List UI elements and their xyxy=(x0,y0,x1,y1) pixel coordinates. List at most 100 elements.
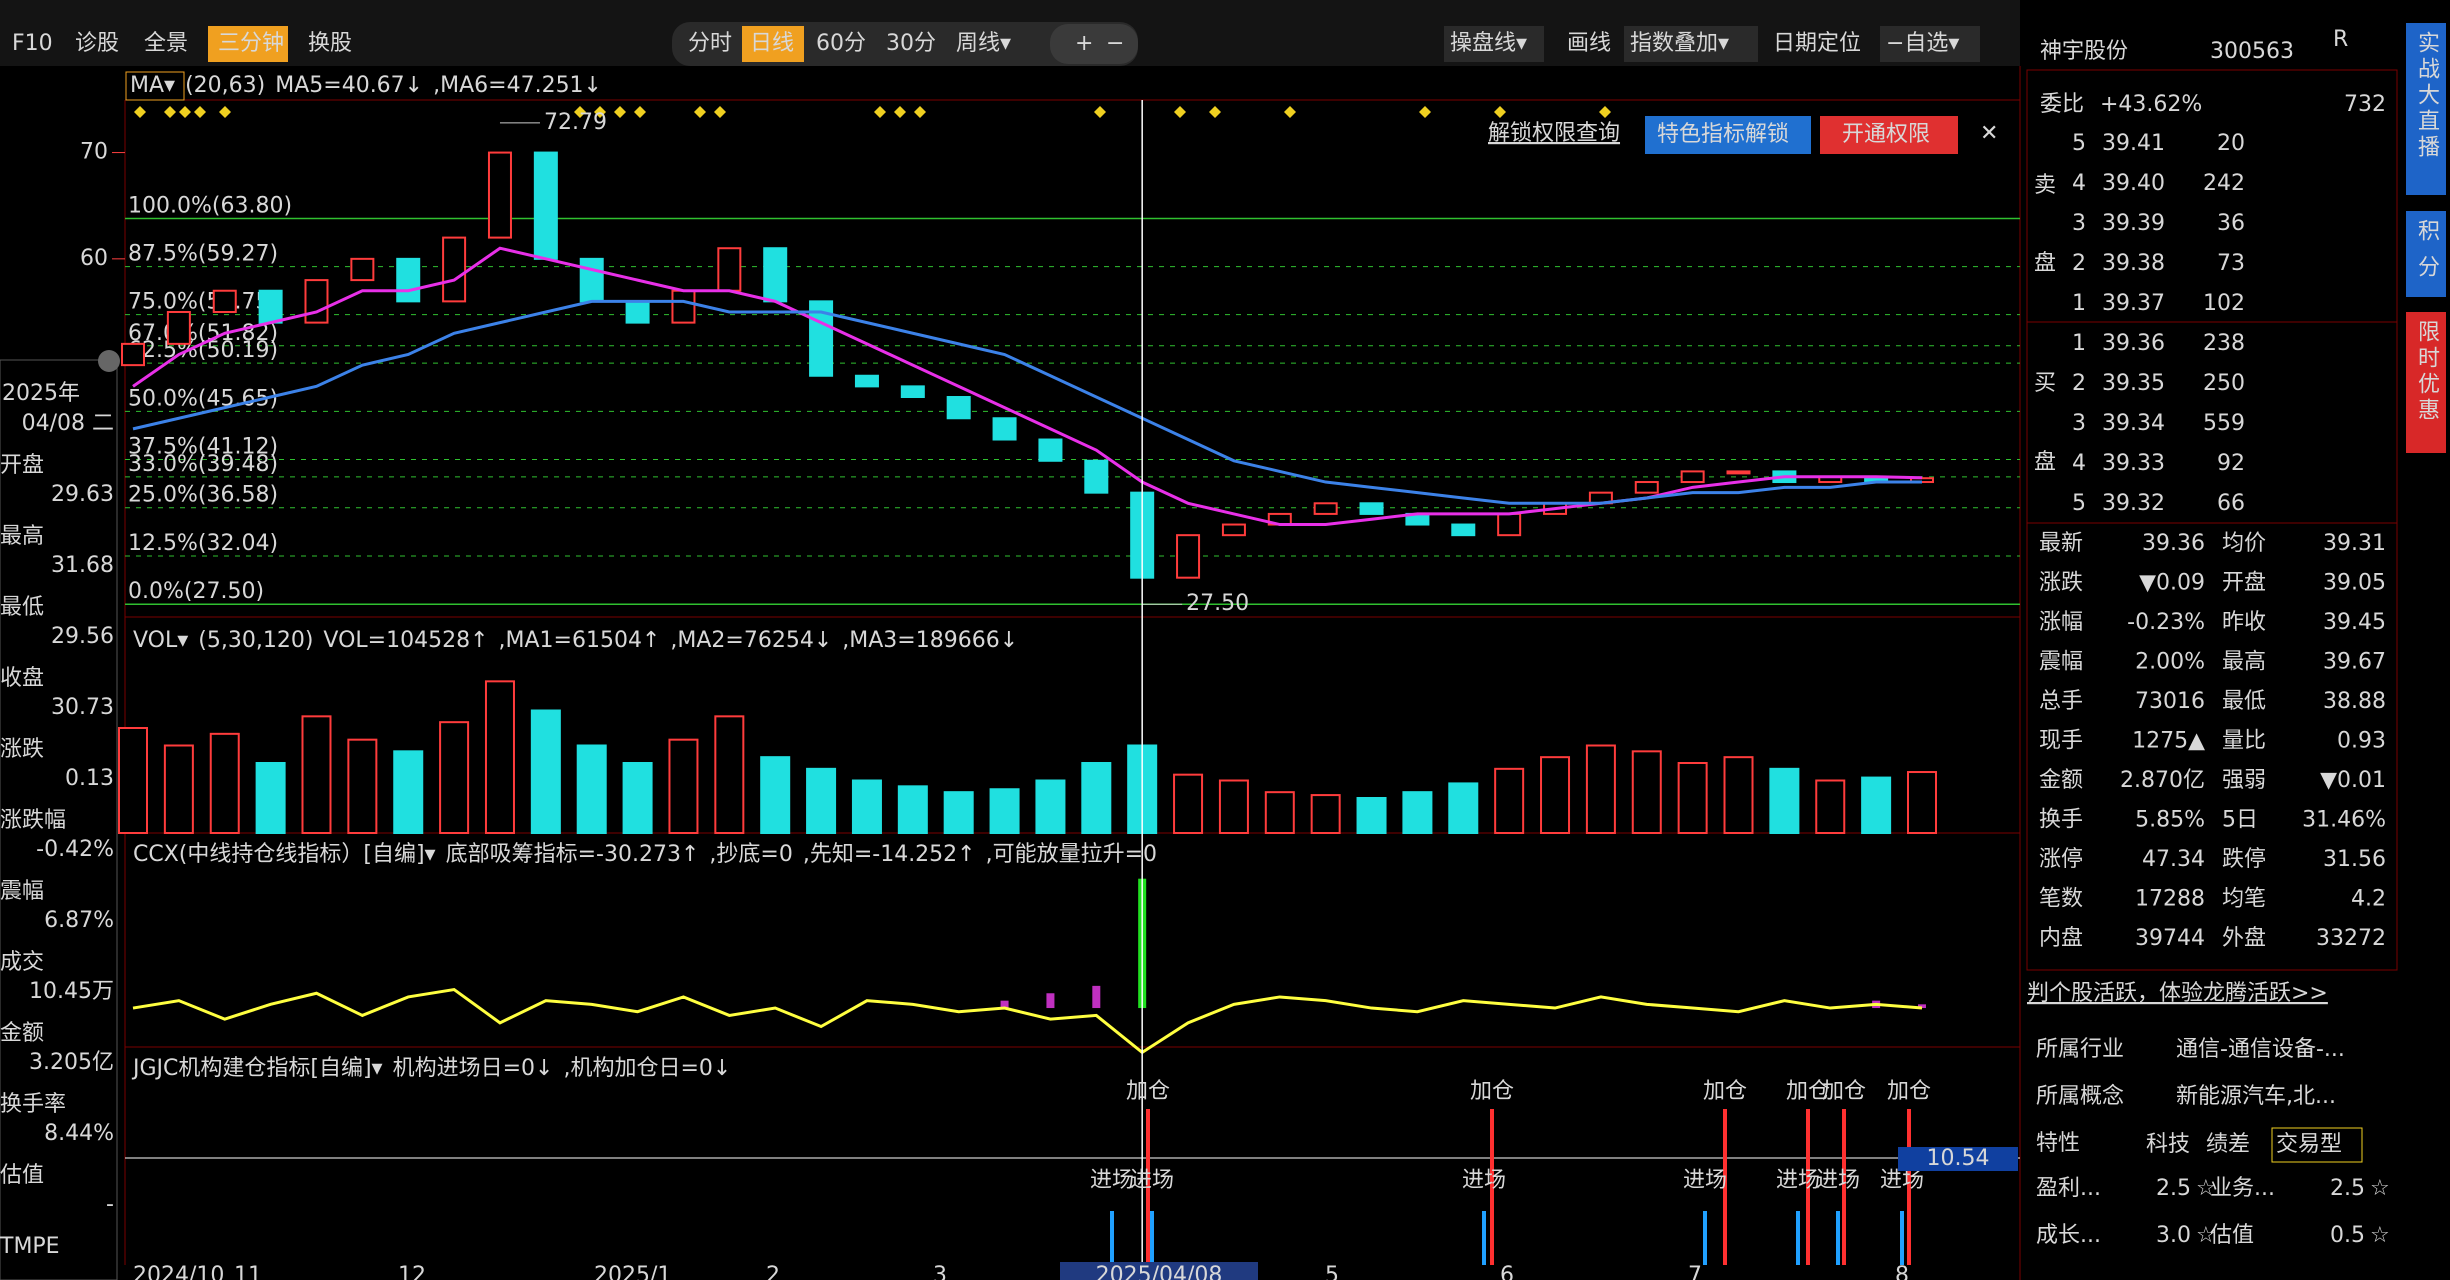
toolbar-button[interactable]: 操盘线▾ xyxy=(1450,31,1527,56)
info-value: 6.87% xyxy=(44,908,114,933)
sidebar-label[interactable]: 积分 xyxy=(2414,219,2440,291)
candle-body xyxy=(1176,534,1201,579)
profile-value: 新能源汽车,北... xyxy=(2176,1084,2336,1109)
level: 2 xyxy=(2072,371,2086,396)
level-volume: 242 xyxy=(2203,171,2245,196)
candle-body xyxy=(442,236,467,303)
toolbar-button[interactable]: 换股 xyxy=(308,31,352,56)
zoom-button[interactable]: + xyxy=(1075,31,1093,56)
sidebar-button[interactable] xyxy=(2406,23,2446,195)
close-button[interactable]: ✕ xyxy=(1980,121,1998,146)
signal-diamond xyxy=(134,106,146,118)
period-button[interactable]: 30分 xyxy=(886,31,936,56)
level-volume: 559 xyxy=(2203,411,2245,436)
unlock-query[interactable]: 解锁权限查询 xyxy=(1488,121,1620,146)
candle-body xyxy=(854,374,879,388)
info-label: 收盘 xyxy=(0,666,44,691)
signal-diamond xyxy=(914,106,926,118)
volume-bar xyxy=(1723,756,1754,835)
feature-unlock[interactable]: 特色指标解锁 xyxy=(1657,122,1789,147)
date-label: 6 xyxy=(1500,1263,1514,1280)
signal-diamond xyxy=(594,106,606,118)
stat-value: 31.56 xyxy=(2323,847,2386,872)
volume-bar xyxy=(1540,756,1571,835)
signal-diamond xyxy=(1209,106,1221,118)
indicator-header[interactable]: MA▾ xyxy=(130,73,175,98)
stat-value: 31.46% xyxy=(2302,808,2386,833)
stat-value: 17288 xyxy=(2135,887,2205,912)
stat-value: 39.67 xyxy=(2323,650,2386,675)
signal-diamond xyxy=(714,106,726,118)
level-price: 39.41 xyxy=(2102,131,2165,156)
promo-banner[interactable]: 判个股活跃，体验龙腾活跃>> xyxy=(2027,981,2328,1006)
candle-body xyxy=(625,300,650,324)
candle-body xyxy=(946,396,971,420)
signal-diamond xyxy=(574,106,586,118)
info-label: 震幅 xyxy=(0,879,44,904)
quote-frame xyxy=(2026,69,2398,971)
open-access[interactable]: 开通权限 xyxy=(1842,122,1930,147)
stat-value: 73016 xyxy=(2135,689,2205,714)
period-button[interactable]: 分时 xyxy=(688,31,732,56)
volume-bar xyxy=(1402,791,1433,835)
info-label: 估值 xyxy=(0,1163,44,1188)
button-bg xyxy=(1820,116,1958,154)
volume-bar xyxy=(851,779,882,834)
fib-label: 87.5%(59.27) xyxy=(128,242,278,267)
level: 4 xyxy=(2072,171,2086,196)
toolbar-button[interactable]: F10 xyxy=(12,31,53,56)
info-date: 04/08 二 xyxy=(22,411,114,436)
toolbar-button[interactable]: 指数叠加▾ xyxy=(1630,31,1729,56)
volume-bar xyxy=(1585,744,1616,834)
level-price: 39.36 xyxy=(2102,331,2165,356)
level: 4 xyxy=(2072,451,2086,476)
info-label: 金额 xyxy=(0,1021,44,1046)
indicator-header[interactable]: VOL▾ xyxy=(133,628,188,653)
y-tick-label: 60 xyxy=(80,246,108,271)
stat-label: 内盘 xyxy=(2039,926,2083,951)
period-active xyxy=(742,26,804,62)
stat-value: 5.85% xyxy=(2135,808,2205,833)
zoom-button[interactable]: − xyxy=(1106,31,1124,56)
volume-bar xyxy=(1356,797,1387,834)
fib-label: 12.5%(32.04) xyxy=(128,531,278,556)
sidebar-button[interactable] xyxy=(2406,312,2446,453)
fib-label: 25.0%(36.58) xyxy=(128,483,278,508)
toolbar-active xyxy=(208,26,288,62)
stat-label: 量比 xyxy=(2222,729,2266,754)
info-panel xyxy=(0,359,118,1280)
candle-body xyxy=(763,247,788,303)
volume-bar xyxy=(1631,750,1662,834)
sidebar-label[interactable]: 实战大直播 xyxy=(2414,31,2440,161)
profile-label: 所属行业 xyxy=(2036,1037,2124,1062)
sidebar-label[interactable]: 限时优惠 xyxy=(2414,320,2440,424)
candle-body xyxy=(992,417,1017,441)
level-volume: 73 xyxy=(2217,251,2245,276)
volume-bar xyxy=(1081,762,1112,834)
volume-bar xyxy=(1494,767,1525,834)
signal-diamond xyxy=(694,106,706,118)
toolbar-button[interactable]: 全景 xyxy=(144,31,188,56)
level: 1 xyxy=(2072,291,2086,316)
stat-value: 2.870亿 xyxy=(2120,768,2205,793)
toolbar-button[interactable]: −自选▾ xyxy=(1886,31,1959,56)
signal-diamond xyxy=(1419,106,1431,118)
high-label: 72.79 xyxy=(544,110,607,135)
period-button[interactable]: 60分 xyxy=(816,31,866,56)
rating-label: 估值 xyxy=(2210,1223,2254,1248)
sidebar-button[interactable] xyxy=(2406,211,2446,297)
toolbar-button[interactable]: 画线 xyxy=(1567,31,1611,56)
toolbar-button[interactable]: 日期定位 xyxy=(1773,31,1861,56)
level-price: 39.35 xyxy=(2102,371,2165,396)
indicator-header[interactable]: CCX(中线持仓线指标）[自编]▾ xyxy=(133,842,436,867)
info-value: 29.63 xyxy=(51,482,114,507)
indicator-header[interactable]: JGJC机构建仓指标[自编]▾ xyxy=(131,1056,383,1081)
toolbar-button[interactable]: 诊股 xyxy=(75,31,119,56)
volume-bar xyxy=(1218,779,1249,834)
info-value: 8.44% xyxy=(44,1121,114,1146)
info-close[interactable] xyxy=(98,350,120,372)
stock-flag: R xyxy=(2333,27,2348,52)
period-button[interactable]: 日线 xyxy=(750,31,794,56)
period-button[interactable]: 周线▾ xyxy=(956,31,1011,56)
toolbar-button[interactable]: 三分钟 xyxy=(218,31,284,56)
